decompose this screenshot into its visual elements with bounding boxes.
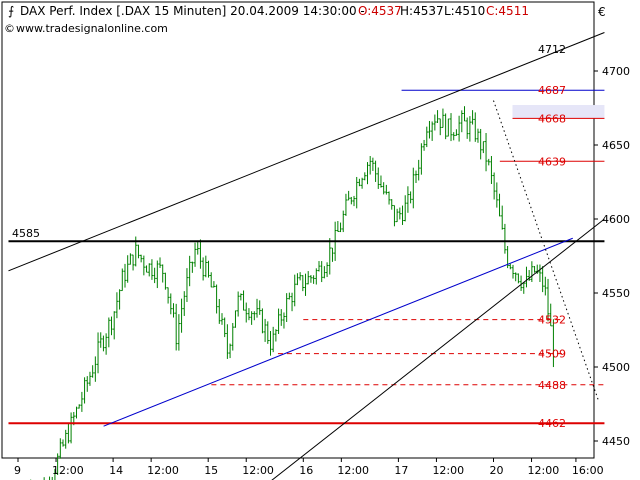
x-tick-label-8: 17 xyxy=(394,464,408,477)
line-trend-blue xyxy=(103,237,573,427)
x-tick-label-6: 16 xyxy=(299,464,313,477)
line-channel-lower xyxy=(271,218,605,480)
chart-header-low: L:4510 xyxy=(444,4,485,18)
y-axis: 4450 4500 4550 4600 4650 4700 xyxy=(594,65,630,448)
currency-symbol: € xyxy=(598,5,606,19)
chart-header-high: H:4537 xyxy=(400,4,444,18)
y-tick-label-4500: 4500 xyxy=(602,361,630,374)
x-tick-label-0: 9 xyxy=(14,464,21,477)
x-tick-label-2: 14 xyxy=(109,464,123,477)
highlight-band xyxy=(512,105,605,119)
level-label-4509: 4509 xyxy=(538,348,566,361)
x-tick-label-12: 16:00 xyxy=(572,464,604,477)
line-channel-upper xyxy=(8,32,605,272)
level-label-4585: 4585 xyxy=(12,227,40,240)
plot-frame xyxy=(1,1,595,459)
chart-title-icon: ⨍ xyxy=(8,4,14,18)
level-label-4488: 4488 xyxy=(538,379,566,392)
x-tick-label-3: 12:00 xyxy=(147,464,179,477)
level-label-4462: 4462 xyxy=(538,417,566,430)
x-tick-label-4: 15 xyxy=(204,464,218,477)
x-tick-label-10: 20 xyxy=(490,464,504,477)
y-tick-label-4450: 4450 xyxy=(602,435,630,448)
copyright-icon: © xyxy=(4,22,15,35)
x-tick-label-1: 12:00 xyxy=(52,464,84,477)
x-tick-label-9: 12:00 xyxy=(432,464,464,477)
candles-layer xyxy=(30,106,555,480)
website-label: www.tradesignalonline.com xyxy=(16,22,168,35)
chart-header-instrument: DAX Perf. Index [.DAX 15 Minuten] 20.04.… xyxy=(20,4,365,18)
highlight-band-layer xyxy=(512,105,605,119)
level-label-4639: 4639 xyxy=(538,155,566,168)
x-axis: 9 12:00 14 12:00 15 12:00 16 12:00 17 12:00 20 12:0… xyxy=(14,458,604,477)
chart-header-open: O:4537 xyxy=(358,4,402,18)
x-tick-label-11: 12:00 xyxy=(528,464,560,477)
chart-header-close: C:4511 xyxy=(486,4,529,18)
y-tick-label-4700: 4700 xyxy=(602,65,630,78)
level-labels-layer: 4712 4687 4668 4639 4585 4532 4509 4488 4462 xyxy=(12,43,566,430)
level-label-4532: 4532 xyxy=(538,314,566,327)
line-dotted-down xyxy=(493,100,599,400)
level-label-4687: 4687 xyxy=(538,84,566,97)
lines-layer xyxy=(8,32,605,480)
x-tick-label-5: 12:00 xyxy=(242,464,274,477)
y-tick-label-4600: 4600 xyxy=(602,213,630,226)
level-label-4668: 4668 xyxy=(538,112,566,125)
level-label-4712: 4712 xyxy=(538,43,566,56)
y-tick-label-4550: 4550 xyxy=(602,287,630,300)
y-tick-label-4650: 4650 xyxy=(602,139,630,152)
x-tick-label-7: 12:00 xyxy=(337,464,369,477)
